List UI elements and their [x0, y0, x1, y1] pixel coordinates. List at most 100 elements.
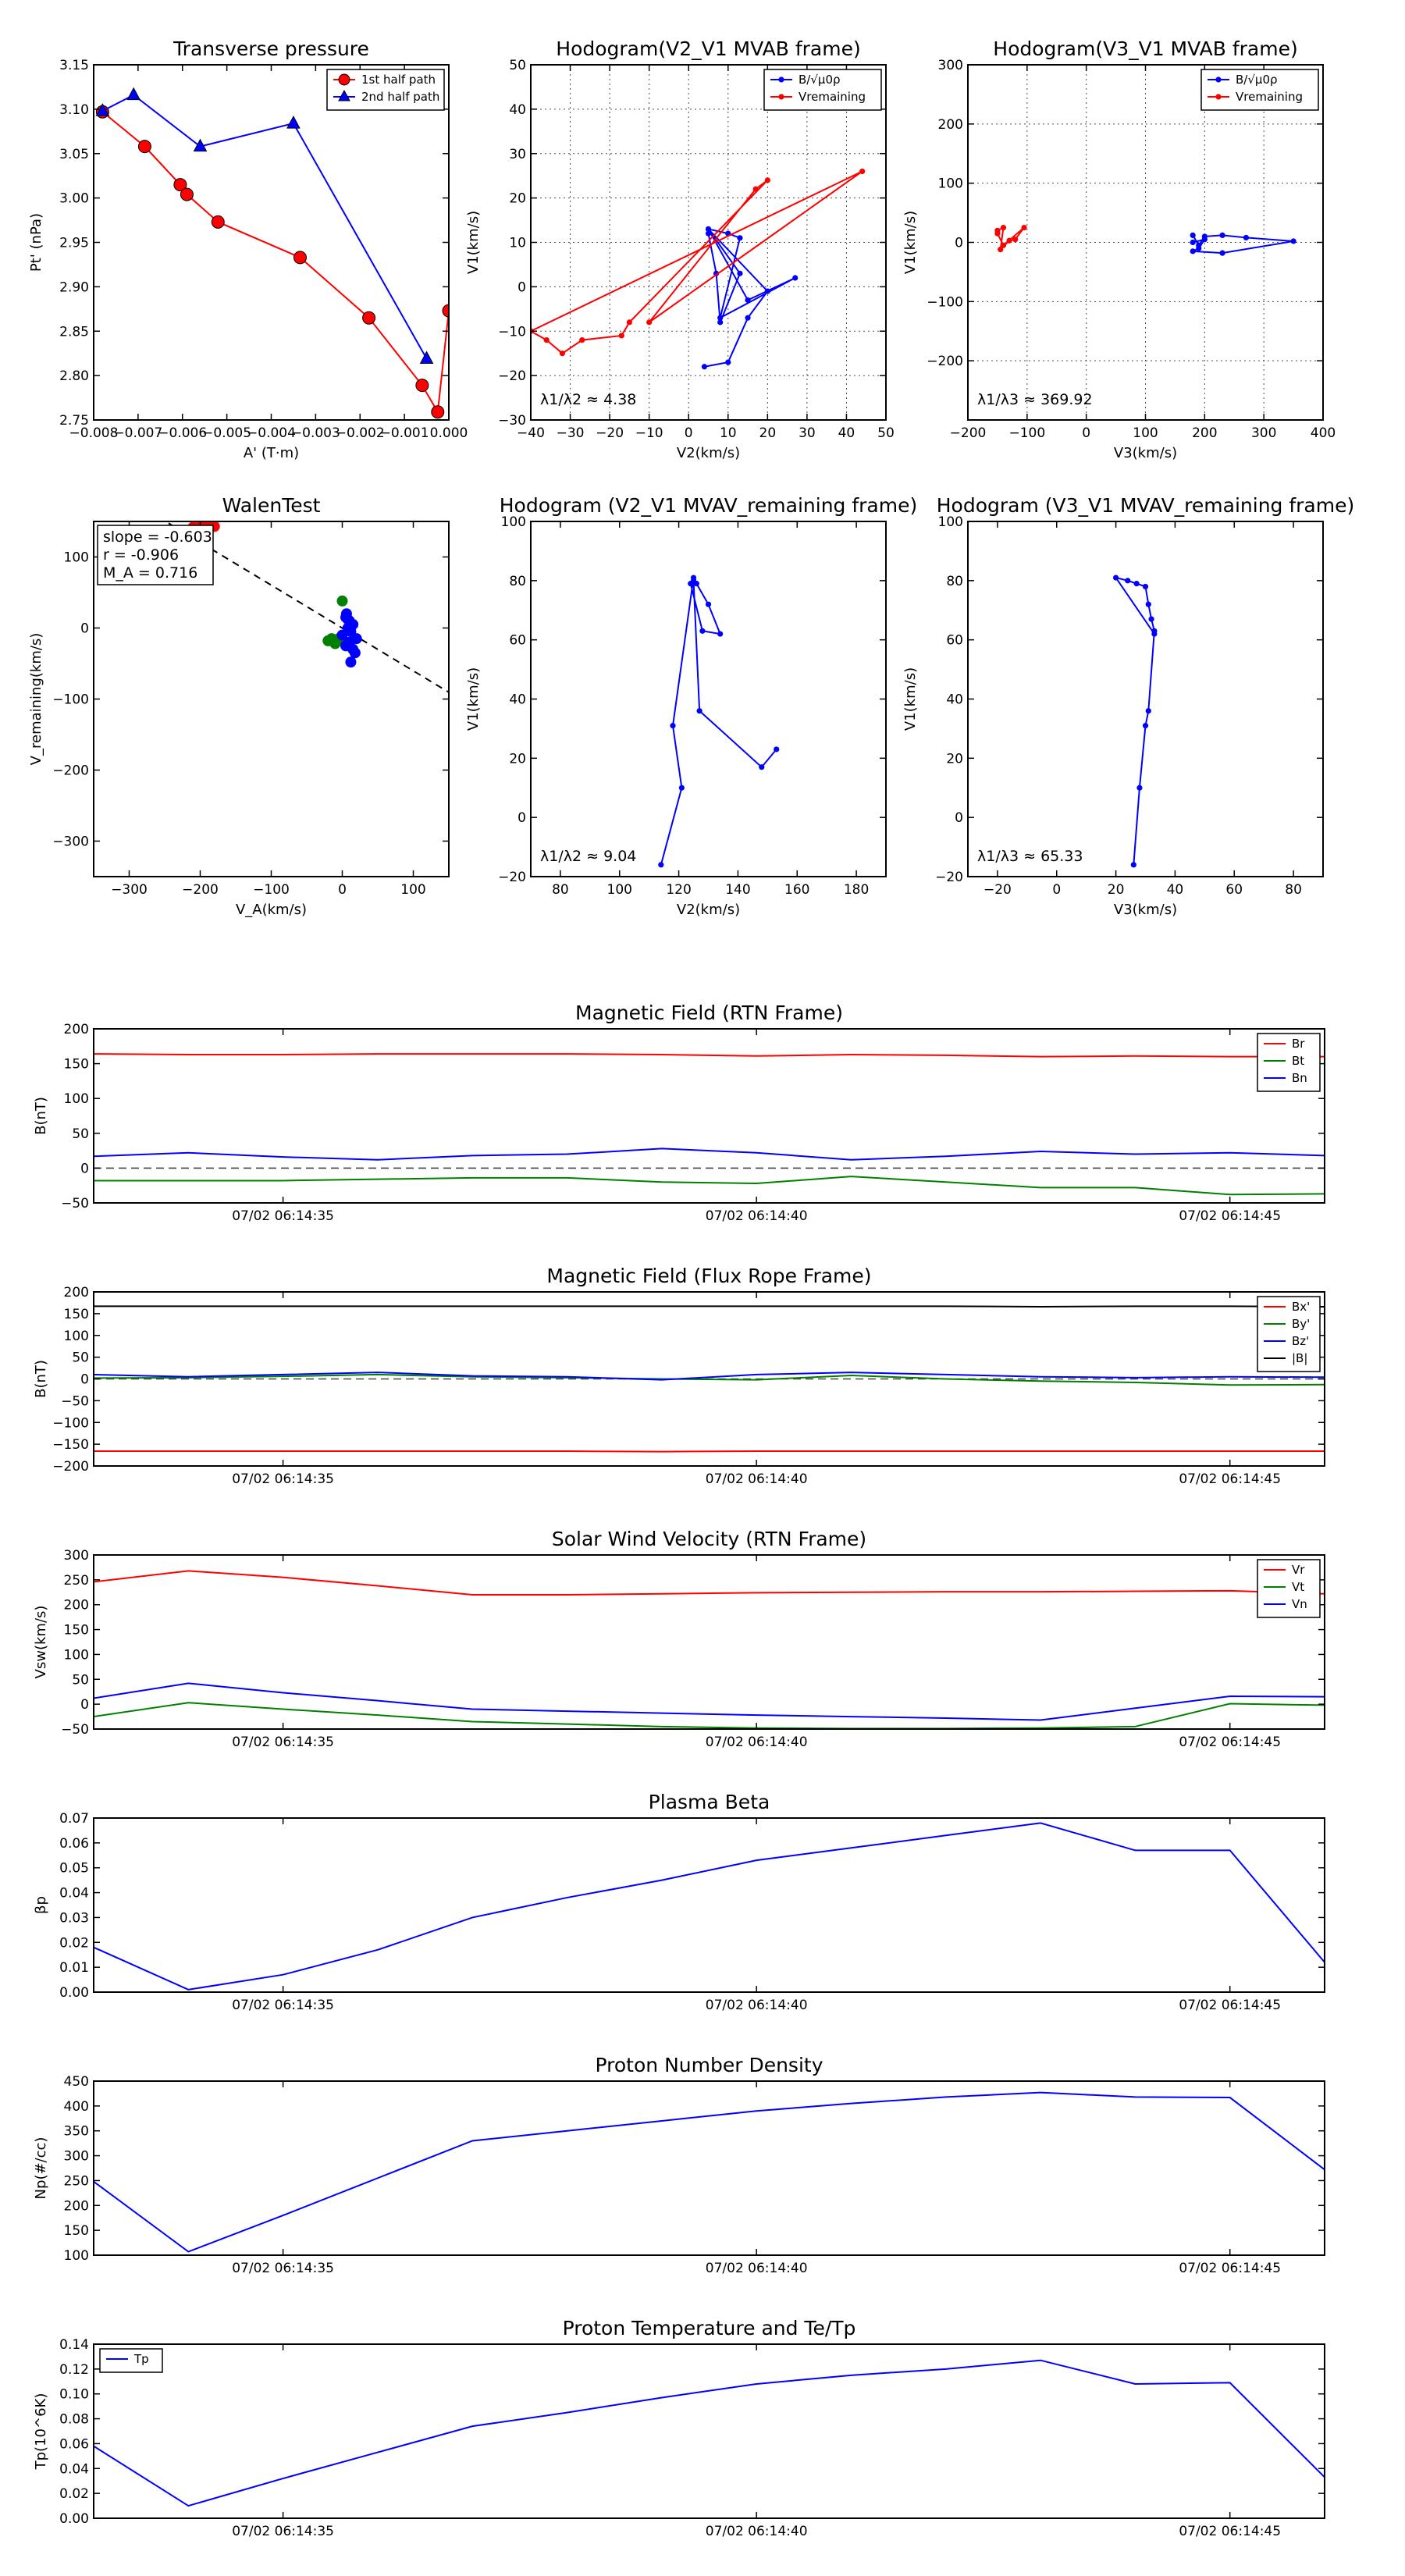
y-tick-label: 3.15: [59, 58, 89, 73]
x-axis-label: V2(km/s): [677, 902, 740, 918]
x-tick-label: −0.001: [380, 425, 429, 441]
data-point: [1290, 238, 1297, 244]
x-tick-label: 07/02 06:14:35: [232, 2261, 334, 2276]
legend-marker: [338, 73, 350, 86]
eigenvalue-ratio-annotation: λ1/λ3 ≈ 65.33: [977, 848, 1083, 865]
x-tick-label: −0.007: [113, 425, 162, 441]
x-tick-label: 0: [338, 882, 347, 898]
data-point: [764, 288, 770, 294]
chart-title: Proton Number Density: [596, 2054, 823, 2076]
y-tick-label: 60: [946, 633, 963, 649]
x-tick-label: 07/02 06:14:45: [1179, 1735, 1281, 1750]
y-axis-label: V1(km/s): [465, 211, 482, 274]
data-point: [626, 319, 632, 326]
y-tick-label: −10: [498, 324, 526, 340]
legend-marker: [778, 76, 784, 83]
legend-box: [763, 69, 882, 111]
legend-label: Vremaining: [799, 90, 866, 104]
y-tick-label: 0.10: [59, 2387, 89, 2403]
data-point: [559, 350, 566, 357]
data-point: [1243, 234, 1250, 241]
data-point: [725, 359, 731, 365]
data-point: [696, 708, 702, 714]
data-point: [362, 311, 376, 325]
y-tick-label: 0.07: [59, 1811, 89, 1827]
y-tick-label: 0.00: [59, 2511, 89, 2527]
data-point: [678, 785, 685, 791]
y-tick-label: 200: [64, 1285, 89, 1300]
x-tick-label: 160: [784, 882, 809, 898]
y-axis-label: Np(#/cc): [33, 2137, 49, 2200]
legend-label: Br: [1292, 1037, 1305, 1051]
data-point: [579, 337, 585, 343]
x-tick-label: −0.008: [69, 425, 119, 441]
data-point: [1125, 578, 1131, 584]
chart-title: Hodogram (V2_V1 MVAV_remaining frame): [500, 494, 918, 517]
y-tick-label: 3.00: [59, 191, 89, 207]
y-tick-label: 300: [938, 58, 963, 73]
legend-box: [1257, 1033, 1321, 1092]
y-tick-label: 40: [946, 692, 963, 708]
y-tick-label: −30: [498, 413, 526, 429]
data-point: [193, 138, 208, 152]
axes-frame: [530, 521, 887, 877]
y-tick-label: 0: [80, 1372, 89, 1388]
y-tick-label: 0: [80, 1161, 89, 1176]
y-tick-label: 0.03: [59, 1910, 89, 1926]
x-tick-label: 30: [799, 425, 816, 441]
x-tick-label: −0.004: [247, 425, 296, 441]
y-tick-label: 50: [509, 58, 526, 73]
x-tick-label: −0.005: [202, 425, 251, 441]
y-tick-label: −100: [52, 692, 89, 708]
x-tick-label: 10: [720, 425, 737, 441]
x-axis-label: V2(km/s): [677, 445, 740, 461]
x-tick-label: 07/02 06:14:40: [706, 2524, 808, 2539]
data-point: [1021, 224, 1027, 231]
data-point: [792, 275, 799, 281]
series-line-Br: [94, 1053, 1325, 1058]
x-tick-label: 80: [552, 882, 569, 898]
series-line-1st half path: [101, 111, 449, 415]
eigenvalue-ratio-annotation: λ1/λ3 ≈ 369.92: [977, 391, 1093, 408]
data-point: [415, 379, 429, 393]
chart-t5: Proton Number Density 07/02 06:14:35 07/02…: [33, 2054, 1325, 2276]
axes-frame: [93, 1817, 1325, 1993]
y-tick-label: 450: [64, 2074, 89, 2090]
x-tick-label: −200: [182, 882, 219, 898]
y-tick-label: 100: [64, 1329, 89, 1344]
y-tick-label: 150: [64, 1307, 89, 1322]
x-tick-label: −0.006: [158, 425, 207, 441]
data-point: [745, 297, 751, 304]
y-tick-label: 0.12: [59, 2362, 89, 2378]
chart-p6: Hodogram (V3_V1 MVAV_remaining frame) −20…: [902, 494, 1354, 918]
x-tick-label: 50: [877, 425, 895, 441]
axes-frame: [93, 1028, 1325, 1204]
x-tick-label: 07/02 06:14:40: [706, 1471, 808, 1487]
chart-t4: Plasma Beta 07/02 06:14:35 07/02 06:14:40 0…: [33, 1791, 1325, 2013]
data-point: [419, 350, 434, 365]
data-point: [994, 230, 1001, 237]
x-tick-label: −100: [1008, 425, 1045, 441]
data-point: [1145, 601, 1151, 607]
x-axis-label: A' (T·m): [244, 445, 299, 461]
series-line-Vt: [94, 1702, 1325, 1729]
series-line-Np: [94, 2091, 1325, 2253]
series-line-|B|: [94, 1305, 1325, 1308]
y-tick-label: 0: [80, 621, 89, 637]
y-tick-label: 300: [64, 1548, 89, 1564]
x-tick-label: 07/02 06:14:45: [1179, 2524, 1281, 2539]
chart-title: Hodogram(V3_V1 MVAB frame): [993, 37, 1297, 60]
y-tick-label: 300: [64, 2149, 89, 2165]
chart-title: Magnetic Field (RTN Frame): [575, 1002, 843, 1024]
y-tick-label: 40: [509, 692, 526, 708]
y-tick-label: −50: [61, 1393, 89, 1409]
data-point: [752, 186, 759, 192]
data-point: [705, 601, 712, 607]
y-tick-label: −200: [927, 354, 963, 369]
x-tick-label: 07/02 06:14:35: [232, 1998, 334, 2013]
data-layer: [164, 521, 449, 693]
x-tick-label: −200: [950, 425, 987, 441]
x-tick-label: 07/02 06:14:45: [1179, 1471, 1281, 1487]
y-tick-label: 30: [509, 147, 526, 162]
y-tick-label: 200: [64, 1022, 89, 1037]
